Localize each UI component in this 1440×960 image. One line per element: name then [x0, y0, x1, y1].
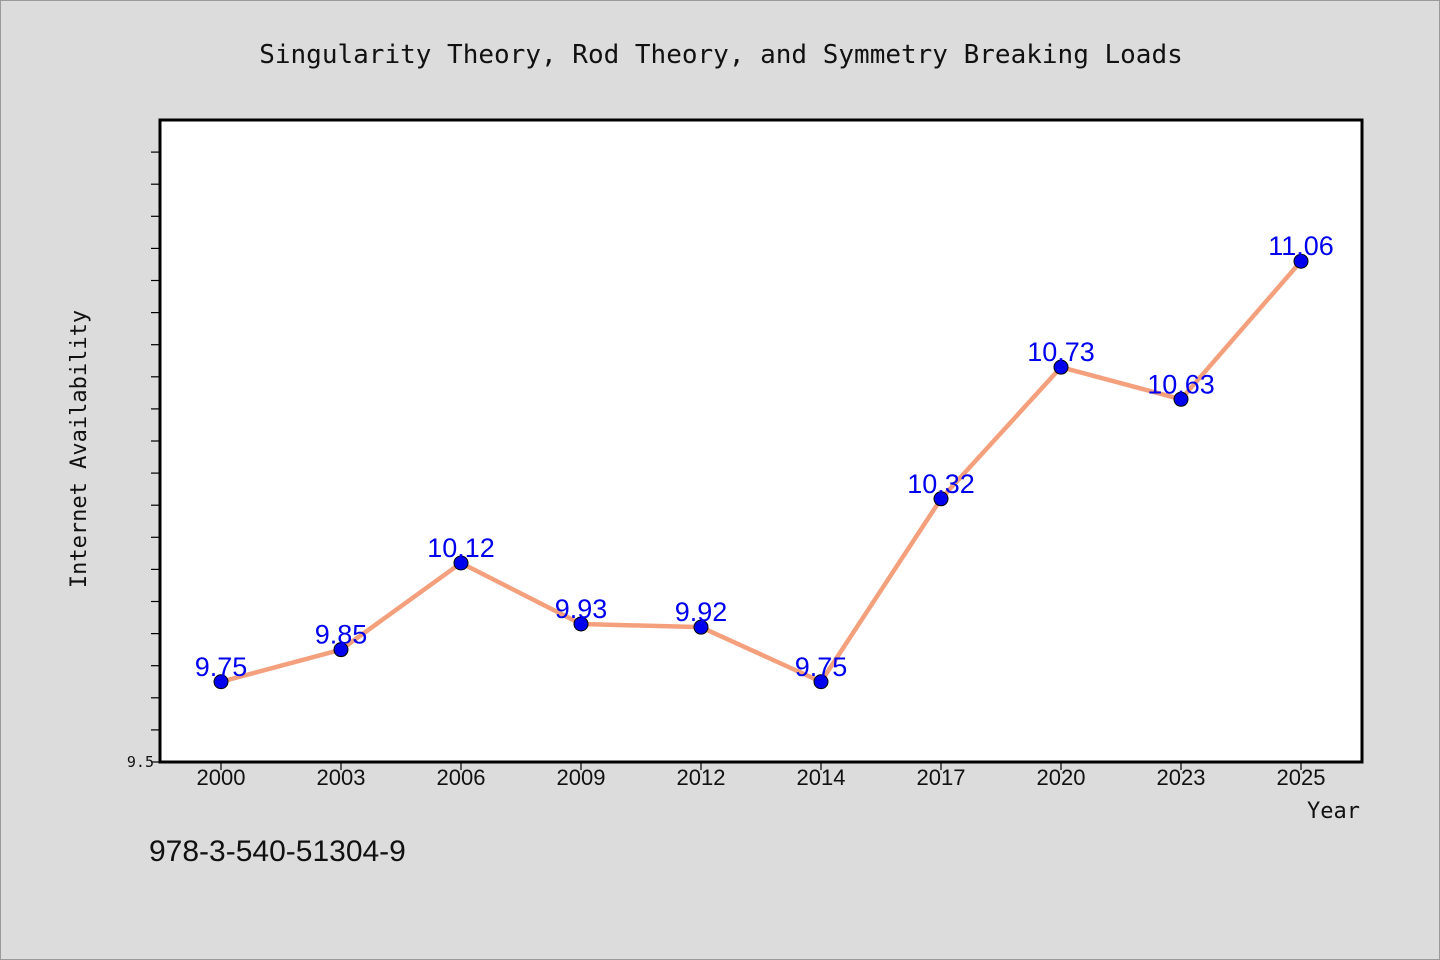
data-point [813, 674, 829, 690]
x-axis-ticks: 2000 2003 2006 2009 2012 2014 2017 2020 2023 2025 [197, 762, 1326, 790]
x-tick-label: 2025 [1277, 765, 1326, 790]
data-point [1173, 391, 1189, 407]
y-axis-label: Internet Availability [67, 310, 92, 588]
data-point [333, 642, 349, 658]
y-axis-ticks: 9.5 [127, 151, 160, 771]
data-label: 10.73 [1027, 337, 1095, 367]
x-tick-label: 2009 [557, 765, 606, 790]
x-tick-label: 2020 [1037, 765, 1086, 790]
x-tick-label: 2014 [797, 765, 846, 790]
data-label: 10.63 [1147, 369, 1215, 399]
x-tick-label: 2003 [317, 765, 366, 790]
data-labels: 9.75 9.85 10.12 9.93 9.92 9.75 10.32 10.73 10.63… [195, 231, 1334, 682]
data-label: 9.85 [315, 620, 368, 650]
data-point [213, 674, 229, 690]
data-label: 11.06 [1268, 231, 1334, 261]
data-point [573, 616, 589, 632]
plot-area [158, 118, 1364, 764]
data-point [1293, 253, 1309, 269]
x-tick-label: 2023 [1157, 765, 1206, 790]
series-line-group [218, 258, 1304, 684]
x-tick-label: 2006 [437, 765, 486, 790]
data-points [213, 253, 1309, 690]
y-tick-label: 9.5 [127, 753, 154, 771]
data-label: 9.93 [555, 594, 608, 624]
series-line [218, 258, 1304, 684]
data-label: 9.92 [675, 597, 728, 627]
chart-title: Singularity Theory, Rod Theory, and Symm… [259, 40, 1183, 70]
data-point [933, 491, 949, 507]
data-label: 9.75 [195, 652, 248, 682]
data-label: 9.75 [795, 652, 848, 682]
data-point [453, 555, 469, 571]
data-point [1053, 359, 1069, 375]
isbn-code: 978-3-540-51304-9 [149, 835, 406, 868]
x-tick-label: 2017 [917, 765, 966, 790]
data-label: 10.32 [907, 469, 975, 499]
x-tick-label: 2012 [677, 765, 726, 790]
data-point [693, 619, 709, 635]
x-tick-label: 2000 [197, 765, 246, 790]
x-axis-label: Year [1307, 799, 1360, 824]
data-label: 10.12 [427, 533, 495, 563]
